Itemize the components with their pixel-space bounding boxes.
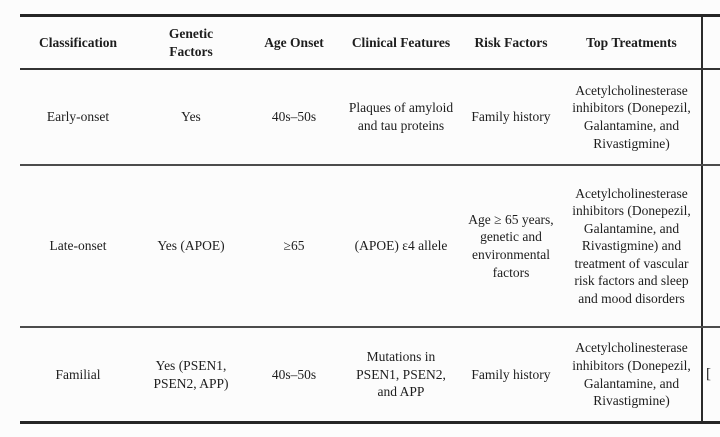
table-row-familial: Familial Yes (PSEN1, PSEN2, APP) 40s–50s… [20,328,720,421]
cell-top-treatments: Acetylcholinesterase inhibitors (Donepez… [572,340,691,409]
column-header-age-onset: Age Onset [264,34,324,50]
cropped-reference-cell [701,166,720,326]
table-row-late-onset: Late-onset Yes (APOE) ≥65 (APOE) ε4 alle… [20,166,720,328]
cell-classification: Familial [55,366,101,382]
column-header-top-treatments: Top Treatments [586,34,677,50]
cell-clinical-features: (APOE) ε4 allele [354,238,448,254]
cell-classification: Late-onset [49,238,107,254]
column-header-classification: Classification [38,34,117,50]
table-header-row: Classification Genetic Factors Age Onset… [20,17,720,70]
cell-risk-factors: Age ≥ 65 years, genetic and environmenta… [468,211,554,280]
cell-age-onset: 40s–50s [271,366,317,382]
column-header-risk-factors: Risk Factors [474,34,548,50]
cell-genetic-factors: Yes [181,109,201,125]
cell-age-onset: 40s–50s [271,109,317,125]
cell-top-treatments: Acetylcholinesterase inhibitors (Donepez… [572,185,691,306]
cell-age-onset: ≥65 [283,238,305,254]
column-header-genetic-factors: Genetic Factors [168,25,214,59]
cell-classification: Early-onset [46,109,110,125]
cropped-reference-cell-fragment: [ [701,328,720,421]
column-header-clinical-features: Clinical Features [351,34,451,50]
cell-clinical-features: Plaques of amyloid and tau proteins [348,100,454,133]
table-row-early-onset: Early-onset Yes 40s–50s Plaques of amylo… [20,70,720,166]
cropped-reference-cell [701,70,720,164]
cell-risk-factors: Family history [471,109,551,125]
cell-risk-factors: Family history [471,366,551,382]
cropped-reference-column-header [701,17,720,68]
alzheimers-classification-table: Classification Genetic Factors Age Onset… [20,14,720,424]
cell-genetic-factors: Yes (PSEN1, PSEN2, APP) [153,357,229,391]
cell-clinical-features: Mutations in PSEN1, PSEN2, and APP [356,349,446,400]
cell-top-treatments: Acetylcholinesterase inhibitors (Donepez… [572,82,691,151]
cell-genetic-factors: Yes (APOE) [157,238,225,254]
